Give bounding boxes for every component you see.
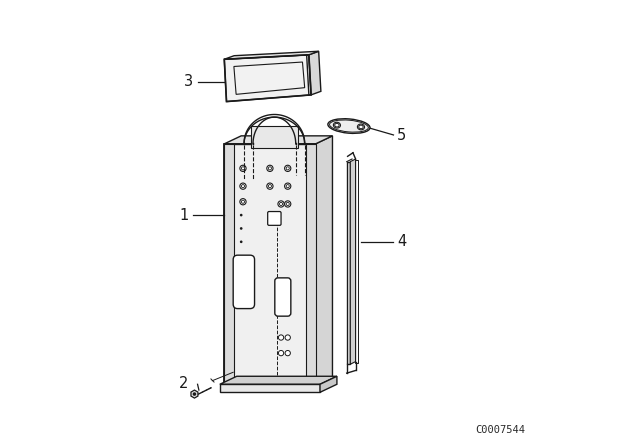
Text: C0007544: C0007544 xyxy=(475,426,525,435)
Circle shape xyxy=(267,165,273,172)
Polygon shape xyxy=(224,51,319,59)
Polygon shape xyxy=(224,136,332,144)
FancyBboxPatch shape xyxy=(275,278,291,316)
Polygon shape xyxy=(306,144,316,384)
Text: 3: 3 xyxy=(184,74,193,89)
Polygon shape xyxy=(191,390,198,398)
Circle shape xyxy=(240,183,246,189)
Polygon shape xyxy=(224,55,311,102)
Circle shape xyxy=(285,201,291,207)
Circle shape xyxy=(285,350,291,356)
Circle shape xyxy=(285,165,291,172)
Polygon shape xyxy=(224,144,316,384)
Polygon shape xyxy=(220,384,320,392)
Polygon shape xyxy=(347,162,350,364)
Circle shape xyxy=(240,198,246,205)
Polygon shape xyxy=(251,126,298,148)
Polygon shape xyxy=(309,51,321,95)
Circle shape xyxy=(278,350,284,356)
Circle shape xyxy=(278,201,284,207)
Circle shape xyxy=(193,392,196,396)
Text: 2: 2 xyxy=(179,376,189,391)
Ellipse shape xyxy=(333,122,340,128)
Polygon shape xyxy=(350,159,356,364)
FancyBboxPatch shape xyxy=(268,211,281,225)
Circle shape xyxy=(285,335,291,340)
Text: 4: 4 xyxy=(397,234,406,249)
Polygon shape xyxy=(316,136,332,384)
Polygon shape xyxy=(320,376,337,392)
Ellipse shape xyxy=(328,119,370,134)
Polygon shape xyxy=(220,376,337,384)
Circle shape xyxy=(267,183,273,189)
Circle shape xyxy=(285,183,291,189)
Circle shape xyxy=(240,165,246,172)
Text: 1: 1 xyxy=(179,207,189,223)
Text: 5: 5 xyxy=(397,128,406,143)
Circle shape xyxy=(240,227,243,230)
Circle shape xyxy=(278,335,284,340)
Circle shape xyxy=(240,214,243,216)
FancyBboxPatch shape xyxy=(233,255,255,309)
Ellipse shape xyxy=(357,124,365,130)
Circle shape xyxy=(240,241,243,243)
Polygon shape xyxy=(224,144,234,384)
